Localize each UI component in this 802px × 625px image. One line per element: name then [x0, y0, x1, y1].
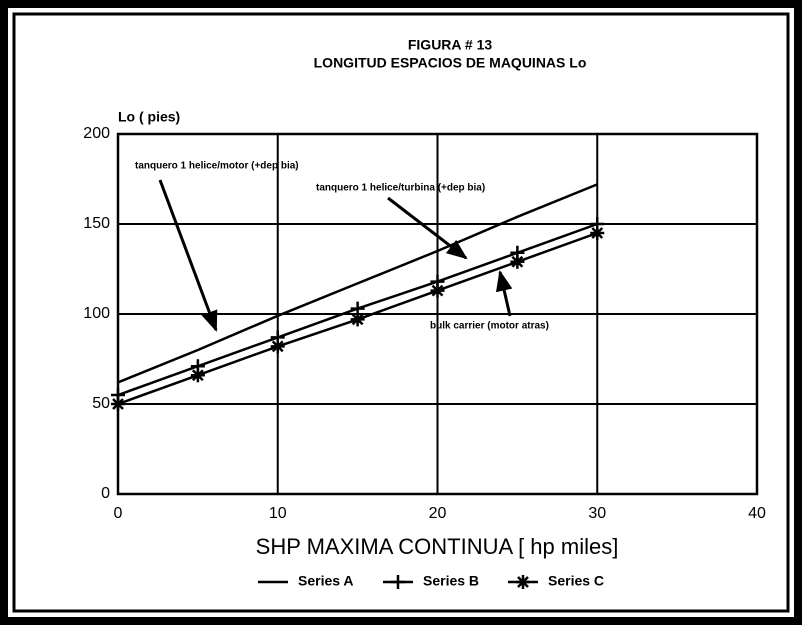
- x-tick-label: 0: [114, 505, 123, 522]
- y-tick-label: 50: [92, 395, 110, 412]
- series-line: [117, 183, 598, 384]
- arrow: [495, 269, 513, 317]
- arrows: [158, 179, 513, 332]
- x-tick-label: 30: [588, 505, 606, 522]
- marker: [516, 575, 530, 589]
- y-tick-label: 100: [83, 305, 110, 322]
- x-tick-label: 40: [748, 505, 766, 522]
- legend-label: Series C: [548, 573, 604, 589]
- marker: [270, 339, 285, 354]
- annotation: tanquero 1 helice/turbina (+dep bia): [316, 183, 485, 194]
- x-tick-label: 20: [429, 505, 447, 522]
- marker: [590, 226, 605, 240]
- y-axis-label: Lo ( pies): [118, 109, 180, 125]
- marker: [350, 312, 365, 327]
- y-tick-label: 200: [83, 125, 110, 142]
- plot-frame: [116, 132, 759, 496]
- y-tick-label: 150: [83, 215, 110, 232]
- arrow: [387, 196, 468, 260]
- legend-label: Series A: [298, 573, 354, 589]
- arrow: [158, 179, 218, 332]
- chart-subtitle: LONGITUD ESPACIOS DE MAQUINAS Lo: [314, 55, 587, 71]
- marker: [510, 254, 525, 269]
- x-tick-label: 10: [269, 505, 287, 522]
- x-axis-label: SHP MAXIMA CONTINUA [ hp miles]: [256, 534, 619, 559]
- chart-title: FIGURA # 13: [408, 37, 492, 53]
- legend-label: Series B: [423, 573, 479, 589]
- y-tick-label: 0: [101, 485, 110, 502]
- annotation: bulk carrier (motor atras): [430, 321, 549, 332]
- annotation: tanquero 1 helice/motor (+dep bia): [135, 161, 299, 172]
- marker: [190, 368, 205, 383]
- inner-frame: [12, 12, 790, 613]
- marker: [430, 283, 445, 298]
- marker: [391, 575, 405, 589]
